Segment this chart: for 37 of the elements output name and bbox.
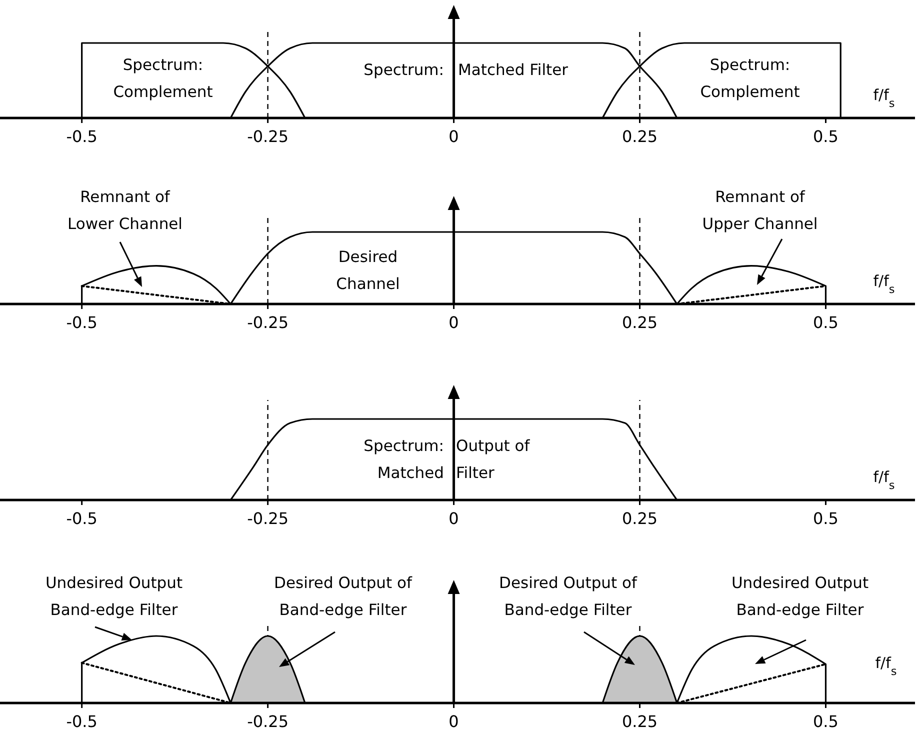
annotation: Desired Channel xyxy=(336,248,400,293)
x-tick-label: 0.25 xyxy=(622,509,658,528)
x-tick-label: 0.25 xyxy=(622,127,658,146)
text: Undesired Output Band-edge Filter xyxy=(45,574,183,619)
x-tick-label: 0 xyxy=(448,313,459,332)
x-tick-label: 0.5 xyxy=(813,509,838,528)
x-tick-label: 0.25 xyxy=(622,712,658,731)
x-tick-label: -0.25 xyxy=(247,712,289,731)
x-tick-label: 0.5 xyxy=(813,313,838,332)
x-tick-label: 0.5 xyxy=(813,127,838,146)
x-tick-label: -0.25 xyxy=(247,313,289,332)
x-axis-title: f/f$_{s}$ xyxy=(873,86,895,110)
text: Desired Output of Band-edge Filter xyxy=(499,574,638,619)
x-tick-label: 0.25 xyxy=(622,313,658,332)
x-tick-label: -0.5 xyxy=(66,313,98,332)
x-axis-title: f/f$_{s}$ xyxy=(873,468,895,492)
x-tick-label: -0.5 xyxy=(66,509,98,528)
annotation: Spectrum: Complement xyxy=(113,56,213,101)
annotation: Spectrum: xyxy=(364,61,444,79)
x-tick-label: 0 xyxy=(448,509,459,528)
x-tick-label: -0.25 xyxy=(247,509,289,528)
annotation: Spectrum: Complement xyxy=(700,56,800,101)
x-axis-title: f/f$_{s}$ xyxy=(875,654,897,678)
annotation: Output of Filter xyxy=(456,437,530,482)
annotation: Spectrum: Matched xyxy=(364,437,444,482)
x-tick-label: 0 xyxy=(448,712,459,731)
x-tick-label: -0.5 xyxy=(66,712,98,731)
text: Desired Output of Band-edge Filter xyxy=(274,574,412,619)
annotation: Remnant of Lower Channel xyxy=(68,188,182,233)
x-tick-label: 0.5 xyxy=(813,712,838,731)
annotation: Remnant of Upper Channel xyxy=(702,188,818,233)
annotation: Matched Filter xyxy=(458,61,569,79)
x-axis-title: f/f$_{s}$ xyxy=(873,272,895,296)
x-tick-label: -0.5 xyxy=(66,127,98,146)
x-tick-label: -0.25 xyxy=(247,127,289,146)
text: Undesired Output Band-edge Filter xyxy=(731,574,869,619)
x-tick-label: 0 xyxy=(448,127,459,146)
